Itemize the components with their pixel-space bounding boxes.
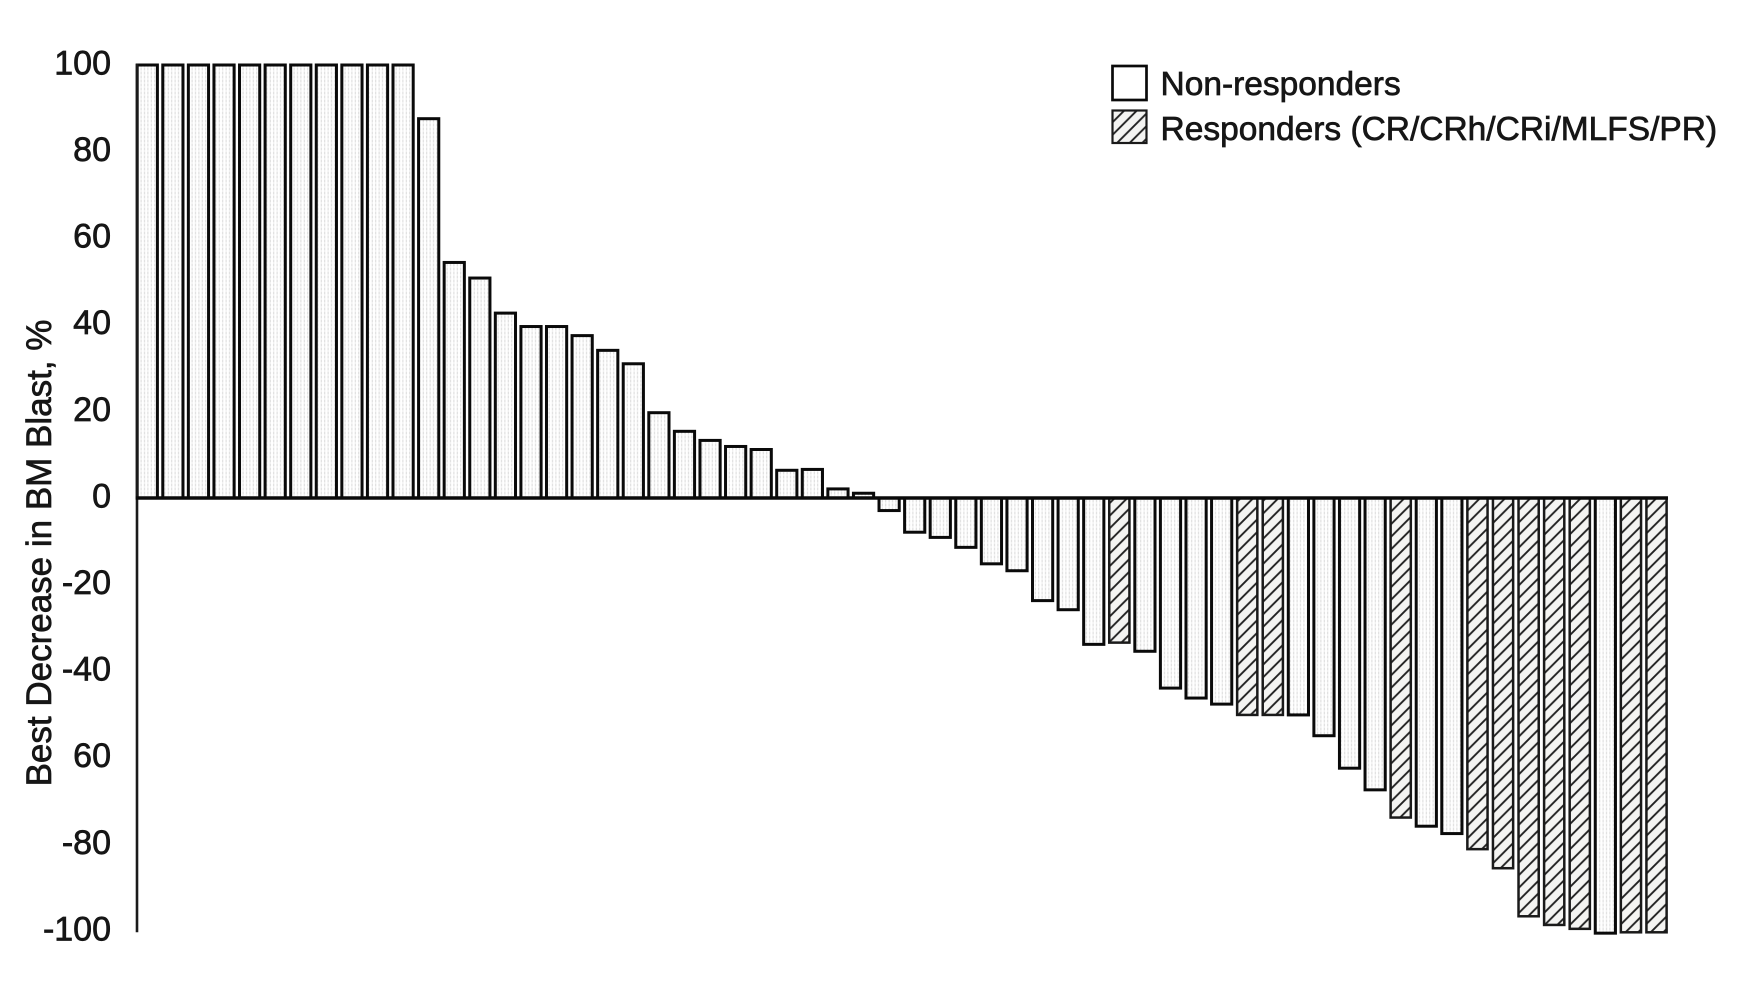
- svg-text:100: 100: [54, 44, 111, 82]
- svg-text:0: 0: [92, 477, 111, 515]
- svg-text:Non-responders: Non-responders: [1161, 66, 1401, 103]
- svg-text:60: 60: [73, 218, 111, 256]
- svg-text:-40: -40: [62, 651, 111, 689]
- svg-text:60: 60: [73, 737, 111, 775]
- svg-text:Responders (CR/CRh/CRi/MLFS/PR: Responders (CR/CRh/CRi/MLFS/PR): [1161, 111, 1718, 148]
- svg-text:-20: -20: [62, 564, 111, 602]
- svg-text:-100: -100: [43, 910, 111, 948]
- svg-text:20: 20: [73, 391, 111, 429]
- svg-text:-80: -80: [62, 824, 111, 862]
- svg-text:Best Decrease in BM Blast, %: Best Decrease in BM Blast, %: [20, 320, 59, 787]
- svg-text:80: 80: [73, 131, 111, 169]
- svg-text:40: 40: [73, 304, 111, 342]
